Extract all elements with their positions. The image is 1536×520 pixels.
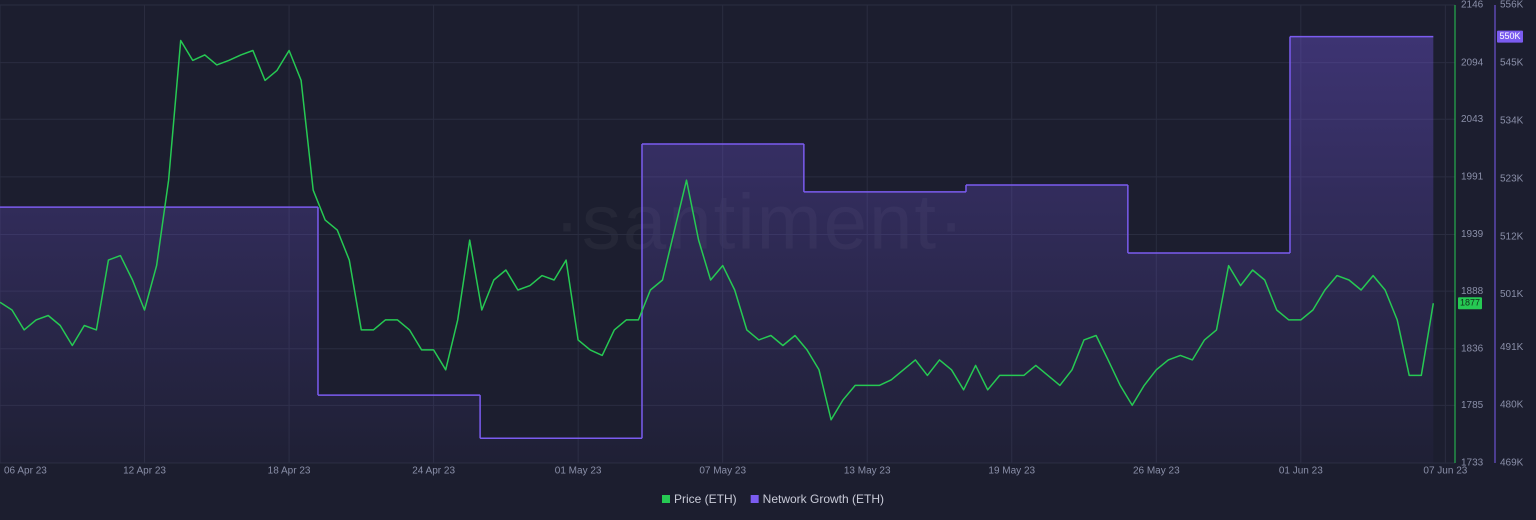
y2-tick-label: 556K [1500, 0, 1524, 11]
legend-swatch [662, 495, 670, 503]
x-tick-label: 06 Apr 23 [4, 466, 47, 477]
legend: Price (ETH) Network Growth (ETH) [662, 492, 884, 506]
y-tick-label: 1733 [1461, 458, 1484, 469]
price-line [0, 39, 1435, 421]
y2-tick-label: 523K [1500, 173, 1524, 184]
y-tick-label: 2146 [1461, 0, 1484, 11]
x-tick-label: 07 Jun 23 [1423, 466, 1467, 477]
legend-swatch [750, 495, 759, 503]
y-tick-label: 2094 [1461, 57, 1484, 68]
y-tick-label: 1991 [1461, 172, 1484, 183]
x-tick-label: 01 Jun 23 [1279, 466, 1323, 477]
last-value-badge [1497, 30, 1523, 43]
y2-tick-label: 480K [1500, 400, 1524, 411]
x-tick-label: 12 Apr 23 [123, 466, 166, 477]
y-tick-label: 1888 [1461, 286, 1484, 297]
y-tick-label: 2043 [1461, 114, 1484, 125]
last-value-label: 550K [1499, 31, 1520, 41]
y2-tick-label: 512K [1500, 231, 1524, 242]
y-tick-label: 1939 [1461, 229, 1484, 240]
x-tick-label: 01 May 23 [555, 466, 602, 477]
legend-label: Price (ETH) [674, 492, 737, 506]
x-tick-label: 18 Apr 23 [268, 466, 311, 477]
y2-tick-label: 501K [1500, 289, 1524, 300]
y2-tick-label: 469K [1500, 458, 1524, 469]
y2-tick-label: 545K [1500, 58, 1524, 69]
y2-tick-label: 491K [1500, 342, 1524, 353]
last-value-badge [1458, 297, 1482, 310]
y-tick-label: 1836 [1461, 343, 1484, 354]
x-tick-label: 07 May 23 [699, 466, 746, 477]
x-tick-label: 19 May 23 [988, 466, 1035, 477]
y-tick-label: 1785 [1461, 400, 1484, 411]
area-fill [0, 36, 1434, 463]
x-tick-label: 13 May 23 [844, 466, 891, 477]
legend-label: Network Growth (ETH) [763, 492, 884, 506]
y2-tick-label: 534K [1500, 115, 1524, 126]
x-tick-label: 24 Apr 23 [412, 466, 455, 477]
last-value-label: 1877 [1460, 298, 1480, 308]
x-tick-label: 26 May 23 [1133, 466, 1180, 477]
